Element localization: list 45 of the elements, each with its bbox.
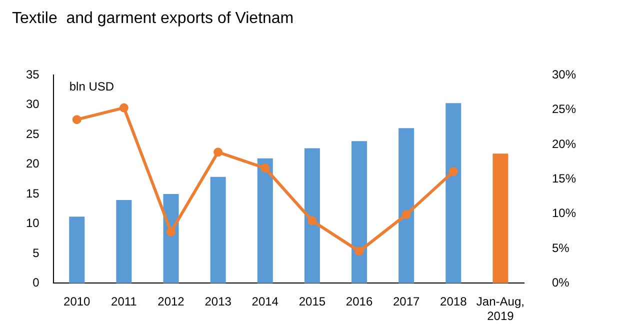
x-tick-label: 2016 <box>346 294 373 309</box>
bar <box>492 154 508 284</box>
point <box>72 115 82 124</box>
y-tick-label: 25 <box>26 126 40 141</box>
y-tick-label: 5 <box>32 246 40 260</box>
y2-tick-label: 0% <box>552 276 570 290</box>
point <box>214 148 223 157</box>
x-tick-label: 2012 <box>158 294 185 309</box>
bar <box>446 103 462 284</box>
x-tick-label: Jan-Aug, 2019 <box>476 294 524 324</box>
bar <box>304 148 320 284</box>
y-axis-title: bln USD <box>69 80 114 94</box>
point <box>166 227 176 236</box>
y-tick-label: 10 <box>26 216 40 230</box>
point <box>354 246 364 256</box>
bar <box>69 216 85 284</box>
point <box>308 216 317 226</box>
x-tick-label: 2018 <box>440 294 468 309</box>
bar <box>116 200 132 284</box>
y2-tick-label: 15% <box>552 172 576 186</box>
bar <box>351 141 368 284</box>
y-tick-label: 30 <box>26 97 40 112</box>
x-tick-label: 2015 <box>298 294 326 309</box>
y-tick-label: 15 <box>26 186 40 200</box>
bar <box>210 176 226 284</box>
x-tick-label: 2014 <box>252 294 279 309</box>
y2-tick-label: 25% <box>552 102 576 116</box>
point <box>448 167 458 176</box>
y-tick-label: 35 <box>26 68 40 82</box>
chart-title: Textile and garment exports of Vietnam <box>11 9 295 29</box>
y-tick-label: 0 <box>32 276 40 290</box>
x-tick-label: 2013 <box>204 294 232 309</box>
x-tick-label: 2017 <box>392 294 420 309</box>
point <box>119 103 128 112</box>
y2-tick-label: 5% <box>552 240 570 255</box>
y2-tick-label: 30% <box>552 68 576 82</box>
point <box>402 210 411 220</box>
x-tick-label: 2011 <box>111 294 138 309</box>
bar <box>398 128 414 284</box>
bar <box>257 158 273 284</box>
y2-tick-label: 20% <box>552 136 576 151</box>
y-tick-label: 20 <box>26 156 40 171</box>
point <box>260 164 270 173</box>
y2-tick-label: 10% <box>552 206 576 220</box>
x-tick-label: 2010 <box>64 294 91 309</box>
